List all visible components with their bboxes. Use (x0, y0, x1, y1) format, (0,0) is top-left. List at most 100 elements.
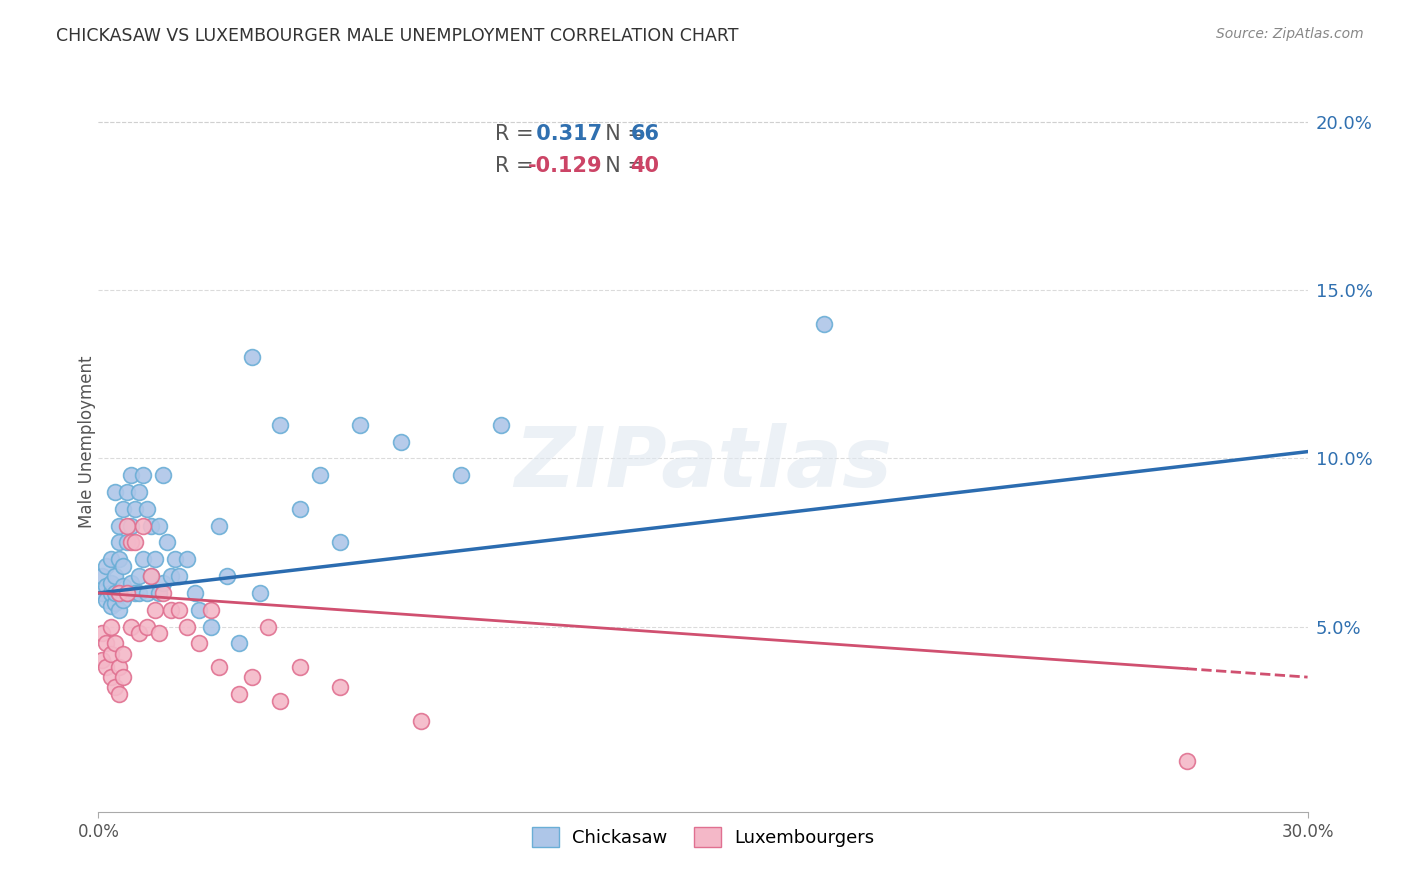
Point (409, 714, 432, 728)
Point (115, 518, 138, 533)
Point (115, 586, 138, 600)
Point (217, 569, 239, 583)
Point (143, 552, 166, 566)
Point (208, 660, 231, 674)
Text: 66: 66 (630, 124, 659, 145)
Point (240, 351, 263, 365)
Point (111, 559, 134, 574)
Point (135, 501, 157, 516)
Point (91, 586, 114, 600)
Point (96, 660, 118, 674)
Point (176, 552, 198, 566)
Point (148, 518, 170, 533)
Point (329, 680, 352, 694)
Text: 0.317: 0.317 (529, 124, 602, 145)
Point (288, 660, 311, 674)
Point (103, 636, 125, 650)
Text: R =: R = (495, 124, 540, 145)
Point (152, 586, 174, 600)
Point (120, 535, 142, 549)
Point (132, 552, 155, 566)
Point (111, 670, 134, 684)
Point (269, 694, 291, 708)
Text: N =: N = (592, 124, 651, 145)
Point (115, 485, 138, 500)
Point (96, 636, 118, 650)
Point (240, 670, 263, 684)
Point (188, 603, 211, 617)
Point (148, 586, 170, 600)
Point (491, 417, 513, 432)
Point (139, 518, 162, 533)
Point (152, 575, 174, 590)
Point (249, 586, 271, 600)
Point (256, 619, 278, 633)
Point (103, 596, 125, 610)
Point (120, 518, 142, 533)
Point (91, 569, 114, 583)
Point (200, 619, 222, 633)
Point (124, 586, 146, 600)
Point (115, 535, 138, 549)
Legend: Chickasaw, Luxembourgers: Chickasaw, Luxembourgers (524, 820, 882, 855)
Point (120, 468, 142, 483)
Point (124, 501, 146, 516)
Point (128, 626, 150, 640)
Point (132, 518, 155, 533)
Point (160, 603, 183, 617)
Point (389, 434, 412, 449)
Point (228, 687, 250, 701)
Point (100, 619, 122, 633)
Point (120, 619, 142, 633)
Point (163, 552, 186, 566)
Point (107, 687, 129, 701)
Point (309, 468, 332, 483)
Point (107, 586, 129, 600)
Text: ZIPatlas: ZIPatlas (515, 423, 891, 504)
Point (228, 636, 250, 650)
Point (103, 680, 125, 694)
Point (120, 575, 142, 590)
Point (100, 552, 122, 566)
Point (107, 535, 129, 549)
Point (103, 586, 125, 600)
Point (107, 660, 129, 674)
Point (128, 569, 150, 583)
Point (100, 586, 122, 600)
Point (107, 586, 129, 600)
Point (107, 603, 129, 617)
Point (96, 579, 118, 593)
Point (103, 485, 125, 500)
Point (188, 636, 211, 650)
Point (288, 501, 311, 516)
Point (813, 317, 835, 331)
Text: R =: R = (495, 156, 540, 176)
Point (208, 518, 231, 533)
Point (1175, 754, 1198, 768)
Point (349, 417, 371, 432)
Point (135, 586, 157, 600)
Point (96, 592, 118, 607)
Point (184, 586, 207, 600)
Point (107, 552, 129, 566)
Point (100, 647, 122, 661)
Point (91, 653, 114, 667)
Point (91, 626, 114, 640)
Point (450, 468, 472, 483)
Point (128, 586, 150, 600)
Point (111, 592, 134, 607)
Point (329, 535, 352, 549)
Point (156, 535, 179, 549)
Point (111, 647, 134, 661)
Point (176, 619, 198, 633)
Text: CHICKASAW VS LUXEMBOURGER MALE UNEMPLOYMENT CORRELATION CHART: CHICKASAW VS LUXEMBOURGER MALE UNEMPLOYM… (56, 27, 738, 45)
Point (103, 569, 125, 583)
Point (160, 569, 183, 583)
Point (269, 417, 291, 432)
Text: Source: ZipAtlas.com: Source: ZipAtlas.com (1216, 27, 1364, 41)
Point (107, 518, 129, 533)
Point (115, 586, 138, 600)
Point (100, 575, 122, 590)
Point (111, 579, 134, 593)
Point (167, 569, 190, 583)
